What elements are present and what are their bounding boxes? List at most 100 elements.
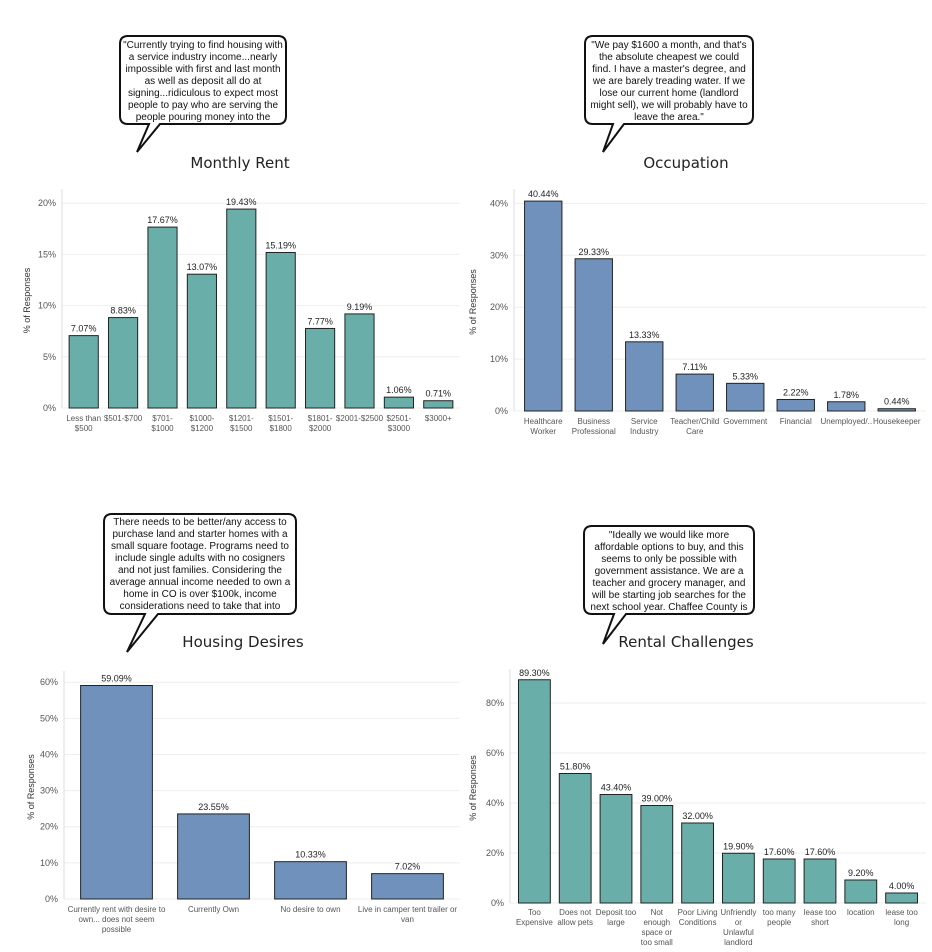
x-tick-label: Poor Living Conditions xyxy=(678,908,718,927)
y-tick-label: 10% xyxy=(40,858,58,868)
x-tick-label: $501-$700 xyxy=(104,414,143,423)
x-tick-label-line: Professional xyxy=(572,427,616,436)
y-tick-label: 40% xyxy=(490,198,508,208)
bar-value-label: 13.07% xyxy=(187,262,218,272)
bar-value-label: 19.43% xyxy=(226,197,257,207)
occupation-panel: "We pay $1600 a month, and that's the ab… xyxy=(466,0,932,476)
bar-value-label: 10.33% xyxy=(295,850,326,860)
bar xyxy=(827,401,866,412)
bar xyxy=(423,400,454,409)
x-tick-label-line: Housekeeper xyxy=(873,417,921,426)
x-tick-label: $2001-$2500 xyxy=(336,414,384,423)
bar-value-label: 7.77% xyxy=(307,316,333,326)
y-axis-label: % of Responses xyxy=(22,267,32,333)
bar xyxy=(640,805,674,904)
x-tick-label: Financial xyxy=(780,417,812,426)
x-tick-label-line: $500 xyxy=(75,424,93,433)
bar xyxy=(265,251,296,409)
bar xyxy=(558,773,592,904)
x-tick-label: Healthcare Worker xyxy=(524,417,563,436)
bar-value-label: 32.00% xyxy=(682,811,713,821)
bar xyxy=(726,382,765,412)
bar-value-label: 0.44% xyxy=(884,397,910,407)
quote-text-1: "Currently trying to find housing with a… xyxy=(123,40,283,122)
x-tick-label-line: $1800 xyxy=(270,424,293,433)
x-tick-label: Not enough space or too small xyxy=(641,908,673,947)
x-tick-label: Unfriendly or Unlawful landlord xyxy=(720,908,756,947)
bar-value-label: 0.71% xyxy=(426,389,452,399)
x-tick-label-line: Industry xyxy=(630,427,658,436)
bar xyxy=(186,273,217,409)
x-tick-label: $1000-$1200 xyxy=(189,414,214,433)
bar-value-label: 8.83% xyxy=(110,306,136,316)
x-tick-label: $1501-$1800 xyxy=(268,414,293,433)
x-tick-label-line: Unemployed/.. xyxy=(820,417,872,426)
y-tick-label: 0% xyxy=(43,403,56,413)
y-tick-label: 20% xyxy=(490,302,508,312)
bar xyxy=(383,396,414,409)
chart-title-3: Housing Desires xyxy=(182,633,304,651)
x-tick-label-line: people xyxy=(767,918,792,927)
y-tick-label: 80% xyxy=(486,698,504,708)
monthly-rent-chart: 0% 5% 10% 15% 20% % of Responses 7.07% Less tha… xyxy=(22,189,460,433)
bar-value-label: 1.78% xyxy=(833,390,859,400)
bar xyxy=(108,317,139,409)
x-tick-label-line: Less than xyxy=(66,414,101,423)
x-tick-label-line: Care xyxy=(686,427,704,436)
x-tick-label-line: $1801- xyxy=(308,414,333,423)
bar xyxy=(147,226,178,409)
bar-value-label: 43.40% xyxy=(601,783,632,793)
x-tick-label-line: Does not xyxy=(559,908,592,917)
bar-value-label: 15.19% xyxy=(265,240,296,250)
bar-value-label: 9.20% xyxy=(848,868,874,878)
y-tick-label: 5% xyxy=(43,352,56,362)
bar xyxy=(681,822,715,904)
y-tick-label: 0% xyxy=(491,898,504,908)
bar xyxy=(344,313,375,409)
bar-value-label: 9.19% xyxy=(347,302,373,312)
x-tick-label-line: $701- xyxy=(152,414,173,423)
quote-text-4: "Ideally we would like more affordable o… xyxy=(590,530,748,612)
x-tick-label: lease too long xyxy=(885,908,918,927)
y-tick-label: 40% xyxy=(486,798,504,808)
x-tick-label-line: $1500 xyxy=(230,424,253,433)
y-tick-label: 0% xyxy=(45,894,58,904)
bar xyxy=(762,858,796,904)
bar-value-label: 4.00% xyxy=(889,881,915,891)
x-tick-label-line: enough xyxy=(643,918,670,927)
bar xyxy=(524,200,563,412)
x-tick-label: Live in camper tent trailer or van xyxy=(358,905,457,924)
bar-value-label: 13.33% xyxy=(629,330,660,340)
rental-challenges-panel: "Ideally we would like more affordable o… xyxy=(466,476,932,952)
bar-value-label: 17.60% xyxy=(764,847,795,857)
x-tick-label-line: Poor Living xyxy=(678,908,718,917)
x-tick-label-line: lease too xyxy=(804,908,837,917)
x-tick-label: Housekeeper xyxy=(873,417,921,426)
y-tick-label: 10% xyxy=(38,301,56,311)
x-tick-label-line: $2501- xyxy=(386,414,411,423)
quote-bubble-1 xyxy=(119,35,287,153)
x-tick-label: $1201-$1500 xyxy=(229,414,254,433)
bar xyxy=(517,679,551,904)
x-tick-label-line: Currently rent with desire to xyxy=(68,905,166,914)
x-tick-label-line: Unfriendly xyxy=(720,908,756,917)
y-axis-label: % of Responses xyxy=(468,269,478,335)
x-tick-label-line: Healthcare xyxy=(524,417,563,426)
bar xyxy=(885,892,919,904)
bar-value-label: 2.22% xyxy=(783,387,809,397)
bar-value-label: 40.44% xyxy=(528,189,559,199)
bar xyxy=(274,861,347,900)
bar xyxy=(226,208,257,409)
x-tick-label-line: $3000+ xyxy=(425,414,452,423)
quote-bubble-4 xyxy=(583,525,755,645)
y-tick-label: 30% xyxy=(490,250,508,260)
x-tick-label-line: Service xyxy=(631,417,658,426)
x-tick-label-line: van xyxy=(401,915,414,924)
x-tick-label-line: space or xyxy=(641,928,672,937)
bar xyxy=(625,341,664,412)
x-tick-label-line: No desire to own xyxy=(280,905,340,914)
bar xyxy=(177,813,250,900)
x-tick-label-line: $1501- xyxy=(268,414,293,423)
x-tick-label-line: Conditions xyxy=(679,918,717,927)
x-tick-label: $701-$1000 xyxy=(151,414,174,433)
